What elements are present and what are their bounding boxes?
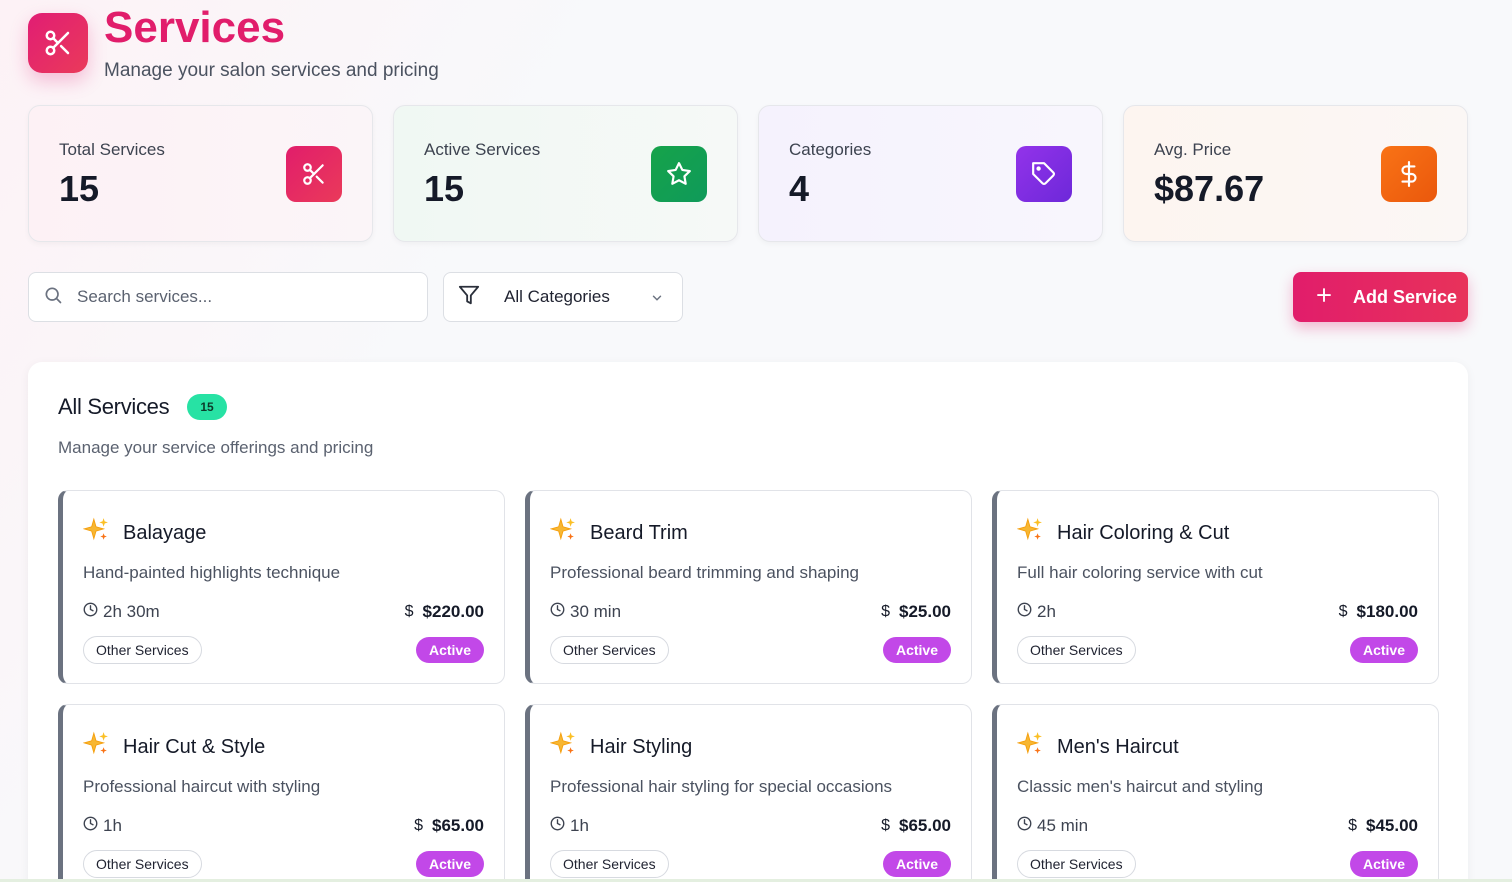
category-filter-select[interactable]: All Categories [443, 272, 683, 322]
service-description: Hand-painted highlights technique [83, 563, 341, 582]
star-icon [651, 146, 707, 202]
stat-card-avg-price: Avg. Price $87.67 [1123, 105, 1468, 242]
stat-card-total-services: Total Services 15 [28, 105, 373, 242]
clock-icon [1017, 816, 1032, 836]
category-badge: Other Services [550, 636, 669, 664]
service-name: Hair Styling [590, 735, 693, 758]
stat-value: $87.67 [1154, 168, 1265, 209]
service-price: $ $45.00 [1348, 816, 1418, 835]
status-badge: Active [882, 637, 951, 663]
service-name: Beard Trim [590, 521, 688, 544]
page-title: Services [104, 3, 286, 52]
category-badge: Other Services [1017, 850, 1136, 878]
dollar-icon: $ [404, 603, 414, 620]
page-subtitle: Manage your salon services and pricing [104, 60, 439, 81]
service-description: Professional haircut with styling [83, 777, 321, 796]
chevron-down-icon [650, 291, 664, 310]
sparkles-icon [82, 731, 109, 763]
clock-icon [550, 602, 565, 622]
category-badge: Other Services [550, 850, 669, 878]
stat-card-categories: Categories 4 [758, 105, 1103, 242]
stat-label: Avg. Price [1154, 140, 1232, 159]
divider [0, 879, 1512, 882]
status-badge: Active [882, 851, 951, 877]
dollar-icon: $ [881, 603, 890, 620]
sparkles-icon [1016, 517, 1043, 549]
services-grid: Balayage Hand-painted highlights techniq… [58, 490, 1439, 882]
search-box[interactable] [28, 272, 428, 322]
service-card[interactable]: Men's Haircut Classic men's haircut and … [992, 704, 1439, 882]
service-price: $ $220.00 [404, 602, 484, 621]
stat-label: Active Services [424, 140, 541, 159]
service-price: $ $65.00 [881, 816, 951, 835]
services-panel: All Services 15 Manage your service offe… [28, 362, 1468, 882]
stats-row: Total Services 15 Active Services 15 Cat… [28, 105, 1468, 242]
count-badge: 15 [187, 394, 227, 420]
category-badge: Other Services [83, 636, 202, 664]
status-badge: Active [1349, 851, 1418, 877]
add-service-button[interactable]: Add Service [1293, 272, 1468, 322]
stat-card-active-services: Active Services 15 [393, 105, 738, 242]
dollar-icon: $ [414, 817, 423, 834]
service-card[interactable]: Hair Styling Professional hair styling f… [525, 704, 972, 882]
service-price: $ $65.00 [414, 816, 484, 835]
scissors-icon [286, 146, 342, 202]
stat-value: 15 [59, 168, 100, 209]
clock-icon [83, 816, 98, 836]
search-input[interactable] [77, 287, 397, 307]
service-duration: 2h [1017, 602, 1056, 622]
service-name: Balayage [123, 521, 207, 544]
service-price: $ $25.00 [881, 602, 951, 621]
category-badge: Other Services [83, 850, 202, 878]
stat-value: 4 [789, 168, 810, 209]
dollar-icon: $ [881, 817, 890, 834]
filter-icon [458, 284, 480, 311]
service-description: Professional hair styling for special oc… [550, 777, 893, 796]
panel-title: All Services [58, 394, 170, 419]
clock-icon [1017, 602, 1032, 622]
service-duration: 2h 30m [83, 602, 160, 622]
tag-icon [1016, 146, 1072, 202]
service-price: $ $180.00 [1338, 602, 1418, 621]
category-badge: Other Services [1017, 636, 1136, 664]
panel-subtitle: Manage your service offerings and pricin… [58, 438, 374, 457]
service-name: Hair Cut & Style [123, 735, 266, 758]
service-card[interactable]: Beard Trim Professional beard trimming a… [525, 490, 972, 684]
add-service-label: Add Service [1353, 286, 1458, 307]
service-duration: 1h [550, 816, 589, 836]
status-badge: Active [1349, 637, 1418, 663]
service-description: Professional beard trimming and shaping [550, 563, 860, 582]
clock-icon [83, 602, 98, 622]
sparkles-icon [82, 517, 109, 549]
sparkles-icon [549, 731, 576, 763]
dollar-icon [1381, 146, 1437, 202]
dollar-icon: $ [1348, 817, 1357, 834]
service-description: Full hair coloring service with cut [1017, 563, 1263, 582]
toolbar: All Categories Add Service [28, 272, 1468, 322]
service-name: Men's Haircut [1057, 735, 1179, 758]
service-description: Classic men's haircut and styling [1017, 777, 1264, 796]
scissors-icon [28, 13, 88, 73]
stat-label: Total Services [59, 140, 165, 159]
service-card[interactable]: Hair Coloring & Cut Full hair coloring s… [992, 490, 1439, 684]
status-badge: Active [415, 851, 484, 877]
plus-icon [1315, 286, 1333, 309]
filter-value: All Categories [504, 287, 610, 306]
service-card[interactable]: Balayage Hand-painted highlights techniq… [58, 490, 505, 684]
panel-header: All Services 15 [58, 394, 227, 420]
stat-value: 15 [424, 168, 465, 209]
service-duration: 30 min [550, 602, 621, 622]
sparkles-icon [1016, 731, 1043, 763]
page-header: Services Manage your salon services and … [28, 6, 439, 82]
search-icon [43, 285, 63, 310]
service-name: Hair Coloring & Cut [1057, 521, 1230, 544]
status-badge: Active [415, 637, 484, 663]
service-card[interactable]: Hair Cut & Style Professional haircut wi… [58, 704, 505, 882]
stat-label: Categories [789, 140, 872, 159]
sparkles-icon [549, 517, 576, 549]
service-duration: 45 min [1017, 816, 1088, 836]
clock-icon [550, 816, 565, 836]
dollar-icon: $ [1338, 603, 1348, 620]
service-duration: 1h [83, 816, 122, 836]
